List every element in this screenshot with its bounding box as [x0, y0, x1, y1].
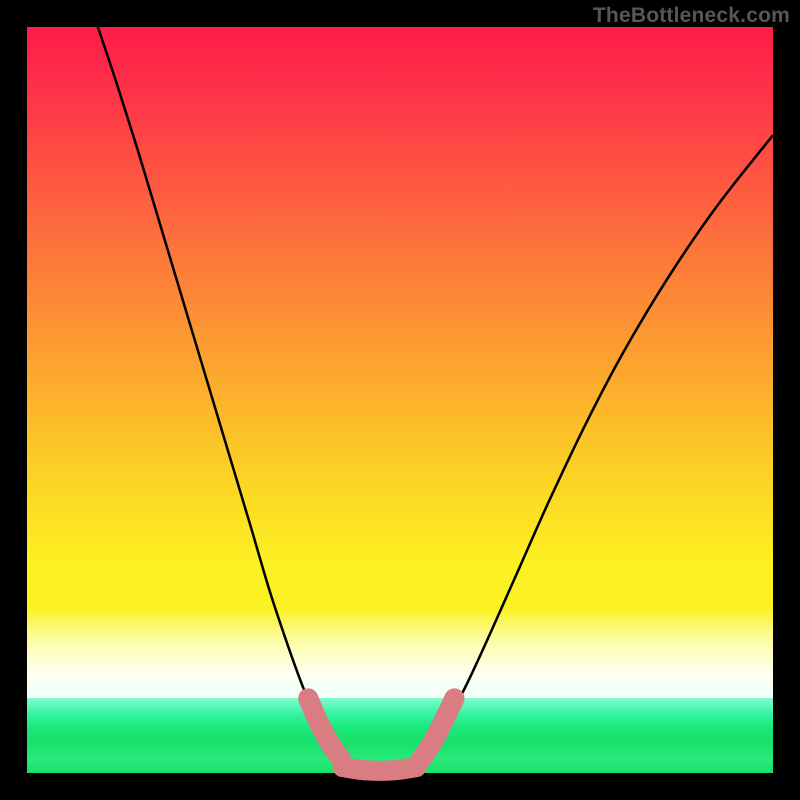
pink-highlight-segment: [308, 698, 340, 758]
chart-frame: TheBottleneck.com: [0, 0, 800, 800]
pink-highlight-segment: [421, 698, 455, 759]
watermark-text: TheBottleneck.com: [593, 4, 790, 28]
plot-area: [27, 27, 773, 773]
bottleneck-curve: [98, 27, 773, 773]
pink-highlight-segment: [343, 767, 417, 771]
pink-highlight-group: [308, 698, 454, 770]
bottleneck-curve-layer: [27, 27, 773, 773]
